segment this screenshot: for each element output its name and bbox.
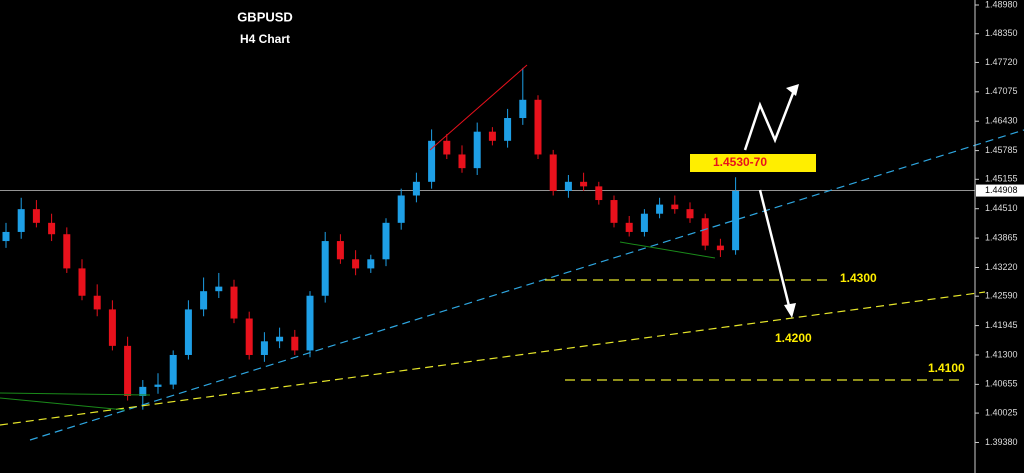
arrow [758, 189, 792, 311]
trend-line [0, 392, 151, 396]
candle-body [200, 291, 208, 310]
candle-body [291, 336, 299, 351]
annotation: 1.4300 [840, 271, 877, 285]
candle-body [701, 218, 709, 246]
trend-line [619, 241, 716, 259]
candle-body [2, 231, 10, 242]
y-tick-label: 1.45785 [985, 145, 1018, 155]
arrow [743, 87, 797, 151]
candle-body [17, 209, 25, 232]
candle-body [716, 245, 724, 251]
candle-body [382, 222, 390, 260]
plot [0, 67, 975, 410]
candle-body [580, 181, 588, 187]
candle-body [336, 241, 344, 260]
y-tick-label: 1.40655 [985, 379, 1018, 389]
candle-body [610, 200, 618, 223]
chart-subtitle: H4 Chart [240, 32, 290, 46]
y-tick-label: 1.47720 [985, 57, 1018, 67]
annotation: 1.4530-70 [713, 155, 767, 169]
y-tick-label: 1.47075 [985, 86, 1018, 96]
candle-body [260, 341, 268, 355]
candle-body [640, 213, 648, 232]
candle-body [215, 286, 223, 292]
y-tick-label: 1.48980 [985, 0, 1018, 9]
annotation: 1.4100 [928, 361, 965, 375]
trend-line [0, 291, 986, 426]
candle-body [671, 204, 679, 210]
candle-body [352, 259, 360, 269]
y-tick-label: 1.48350 [985, 28, 1018, 38]
candle-body [686, 209, 694, 219]
candle-body [519, 99, 527, 119]
chart-title: GBPUSD [237, 9, 293, 24]
y-tick-label: 1.45155 [985, 174, 1018, 184]
y-tick-label: 1.46430 [985, 116, 1018, 126]
candle-body [108, 309, 116, 346]
y-tick-label: 1.43220 [985, 262, 1018, 272]
trend-line [29, 129, 1024, 441]
candle-body [321, 241, 329, 296]
candle-body [276, 336, 284, 342]
candle-body [564, 181, 572, 191]
zone-box [690, 154, 816, 172]
y-tick-label: 1.43865 [985, 232, 1018, 242]
arrow-head [786, 84, 799, 96]
candle-body [78, 268, 86, 296]
candle-body [63, 234, 71, 269]
candle-body [154, 384, 162, 387]
y-tick-label: 1.41300 [985, 349, 1018, 359]
candle-body [230, 286, 238, 319]
candle-body [184, 309, 192, 355]
candle-body [625, 222, 633, 232]
candle-body [367, 259, 375, 269]
arrow-head [784, 303, 796, 318]
candle-body [595, 186, 603, 201]
candle-body [412, 181, 420, 196]
candle-body [397, 195, 405, 223]
annotation: 1.4200 [775, 331, 812, 345]
candle-body [473, 131, 481, 169]
candle-body [428, 140, 436, 182]
current-price-box [976, 184, 1024, 197]
candle-body [306, 295, 314, 351]
candle-body [169, 354, 177, 385]
candle-body [93, 295, 101, 310]
current-price-label: 1.44908 [985, 185, 1018, 195]
candle-body [124, 345, 132, 396]
candle-body [656, 204, 664, 214]
candle-body [549, 154, 557, 191]
candle-body [48, 222, 56, 235]
candle-body [732, 190, 740, 251]
candle-body [504, 118, 512, 141]
candle-body [245, 318, 253, 355]
y-tick-label: 1.40025 [985, 407, 1018, 417]
candle-body [443, 140, 451, 155]
y-tick-label: 1.44510 [985, 203, 1018, 213]
trend-line [0, 397, 126, 411]
y-tick-label: 1.42590 [985, 291, 1018, 301]
trend-line [429, 64, 528, 151]
candle-body [32, 209, 40, 223]
y-tick-label: 1.39380 [985, 437, 1018, 447]
y-tick-label: 1.41945 [985, 320, 1018, 330]
candle-body [534, 99, 542, 155]
candle-body [139, 386, 147, 396]
candle-body [458, 154, 466, 169]
candle-body [488, 131, 496, 141]
